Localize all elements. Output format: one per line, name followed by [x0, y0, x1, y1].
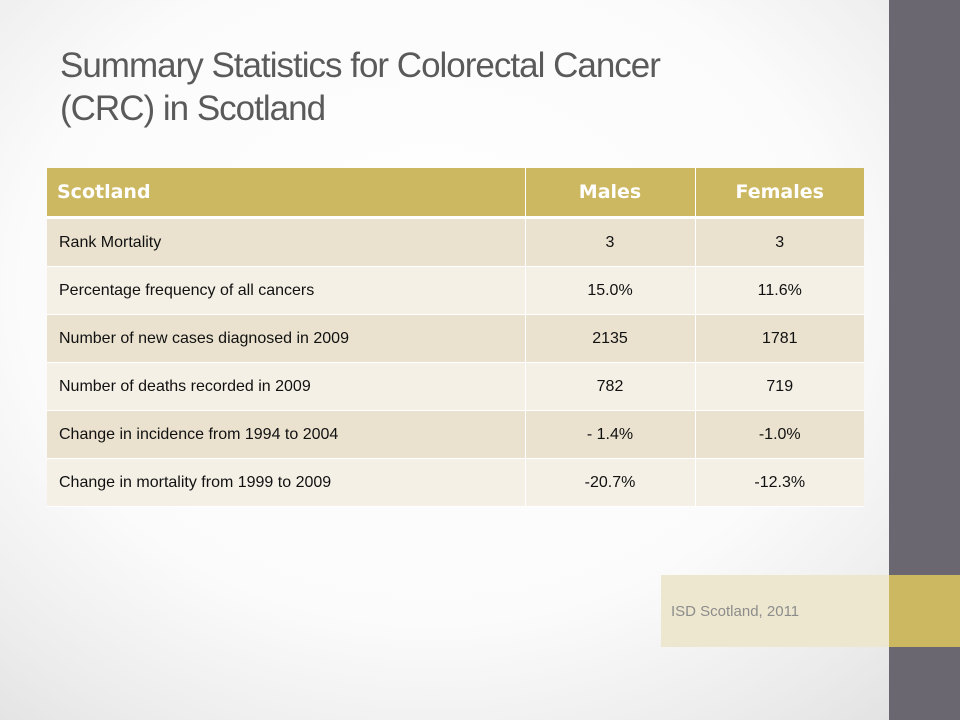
slide-title-line-2: (CRC) in Scotland [60, 89, 326, 128]
side-bar-accent [889, 575, 960, 647]
row-label: Number of deaths recorded in 2009 [47, 362, 526, 411]
table-row: Change in mortality from 1999 to 2009 -2… [47, 458, 864, 507]
column-header-females: Females [695, 168, 864, 219]
males-value: -20.7% [525, 458, 696, 507]
females-value: 1781 [695, 314, 864, 363]
males-value: 15.0% [525, 266, 696, 315]
summary-statistics-table: Scotland Males Females Rank Mortality 3 … [47, 168, 864, 507]
column-header-males: Males [525, 168, 696, 219]
males-value: 782 [525, 362, 696, 411]
table-header-row: Scotland Males Females [47, 168, 864, 219]
row-label: Change in incidence from 1994 to 2004 [47, 410, 526, 459]
table-row: Number of deaths recorded in 2009 782 71… [47, 362, 864, 411]
table-row: Number of new cases diagnosed in 2009 21… [47, 314, 864, 363]
females-value: 719 [695, 362, 864, 411]
table-row: Percentage frequency of all cancers 15.0… [47, 266, 864, 315]
table-row: Change in incidence from 1994 to 2004 - … [47, 410, 864, 459]
row-label: Change in mortality from 1999 to 2009 [47, 458, 526, 507]
females-value: -12.3% [695, 458, 864, 507]
source-citation: ISD Scotland, 2011 [671, 602, 800, 620]
source-box: ISD Scotland, 2011 [661, 575, 889, 647]
table-row: Rank Mortality 3 3 [47, 217, 864, 267]
row-label: Rank Mortality [47, 217, 526, 267]
females-value: -1.0% [695, 410, 864, 459]
males-value: - 1.4% [525, 410, 696, 459]
males-value: 3 [525, 217, 696, 267]
row-label: Percentage frequency of all cancers [47, 266, 526, 315]
females-value: 11.6% [695, 266, 864, 315]
females-value: 3 [695, 217, 864, 267]
column-header-scotland: Scotland [47, 168, 526, 219]
slide-title: Summary Statistics for Colorectal Cancer… [60, 44, 860, 130]
males-value: 2135 [525, 314, 696, 363]
row-label: Number of new cases diagnosed in 2009 [47, 314, 526, 363]
slide-title-line-1: Summary Statistics for Colorectal Cancer [60, 46, 661, 85]
